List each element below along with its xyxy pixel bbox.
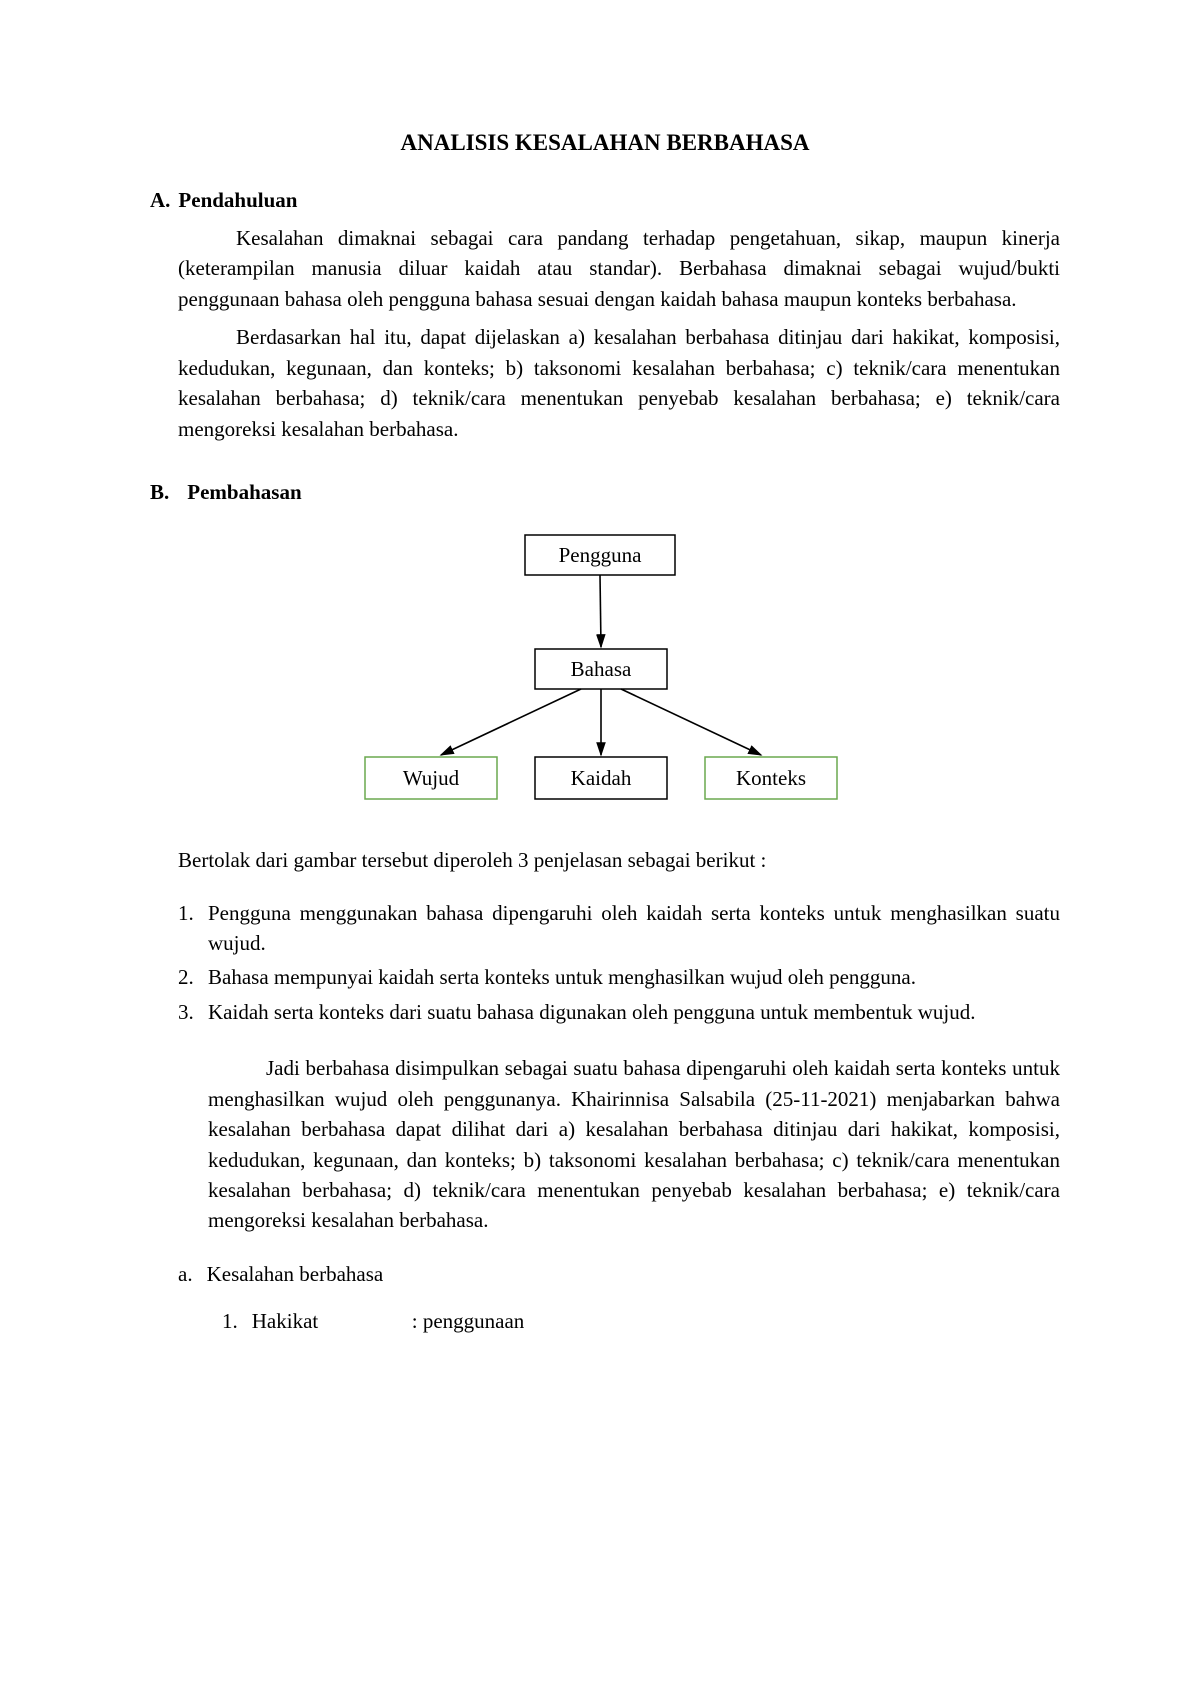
section-b-heading: B. Pembahasan [150, 480, 1060, 505]
after-diagram-text: Bertolak dari gambar tersebut diperoleh … [178, 845, 1060, 875]
section-a-heading: A. Pendahuluan [150, 188, 1060, 213]
section-b-letter: B. [150, 480, 169, 504]
explanation-item-1: 1. Pengguna menggunakan bahasa dipengaruh… [178, 898, 1060, 959]
section-a-letter: A. [150, 188, 170, 212]
svg-text:Wujud: Wujud [403, 766, 460, 790]
svg-text:Pengguna: Pengguna [559, 543, 643, 567]
explanation-list: 1. Pengguna menggunakan bahasa dipengaruh… [178, 898, 1060, 1028]
explanation-item-3: 3. Kaidah serta konteks dari suatu bahasa… [178, 997, 1060, 1027]
section-a-para-1: Kesalahan dimaknai sebagai cara pandang … [178, 223, 1060, 314]
sub-item-a-letter: a. [178, 1262, 193, 1286]
sub-item-a-1: 1. Hakikat: penggunaan [222, 1309, 1060, 1334]
conclusion-paragraph: Jadi berbahasa disimpulkan sebagai suatu… [208, 1053, 1060, 1236]
section-b-text: Pembahasan [187, 480, 301, 504]
sub-item-a-text: Kesalahan berbahasa [207, 1262, 384, 1286]
list-number: 2. [178, 962, 194, 992]
diagram-container: Pengguna Bahasa Wujud Kaidah Konteks [150, 529, 1060, 819]
section-a-para-2: Berdasarkan hal itu, dapat dijelaskan a)… [178, 322, 1060, 444]
sub-item-a-1-value: : penggunaan [412, 1309, 525, 1333]
sub-item-a-1-number: 1. [222, 1309, 238, 1333]
document-title: ANALISIS KESALAHAN BERBAHASA [150, 130, 1060, 156]
explanation-text-2: Bahasa mempunyai kaidah serta konteks un… [208, 965, 916, 989]
explanation-text-1: Pengguna menggunakan bahasa dipengaruhi … [208, 901, 1060, 955]
svg-text:Konteks: Konteks [736, 766, 806, 790]
section-a-text: Pendahuluan [178, 188, 297, 212]
list-number: 3. [178, 997, 194, 1027]
list-number: 1. [178, 898, 194, 928]
flowchart-diagram: Pengguna Bahasa Wujud Kaidah Konteks [325, 529, 885, 819]
sub-item-a-1-term: Hakikat [252, 1309, 412, 1334]
sub-item-a: a. Kesalahan berbahasa [178, 1262, 1060, 1287]
explanation-text-3: Kaidah serta konteks dari suatu bahasa d… [208, 1000, 975, 1024]
explanation-item-2: 2. Bahasa mempunyai kaidah serta konteks … [178, 962, 1060, 992]
svg-text:Kaidah: Kaidah [571, 766, 632, 790]
svg-text:Bahasa: Bahasa [571, 657, 632, 681]
